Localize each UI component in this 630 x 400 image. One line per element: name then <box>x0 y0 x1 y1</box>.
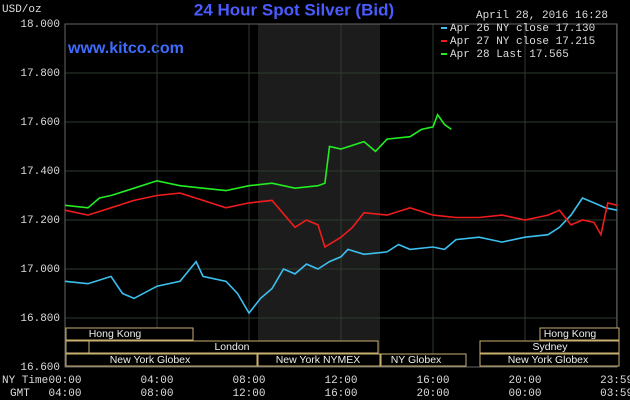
session-label: New York NYMEX <box>276 354 361 366</box>
y-tick-label: 16.800 <box>20 313 60 325</box>
x-axis-label: NY Time <box>2 375 48 387</box>
x2-tick-label: 20:00 <box>416 388 449 400</box>
timestamp: April 28, 2016 16:28 <box>476 10 608 22</box>
legend-label: Apr 28 Last 17.565 <box>450 49 569 61</box>
y-tick-label: 17.800 <box>20 68 60 80</box>
x2-tick-label: 03:59 <box>600 388 630 400</box>
session-box <box>257 353 381 367</box>
x2-tick-label: 00:00 <box>508 388 541 400</box>
y-tick-label: 18.000 <box>20 19 60 31</box>
session-label: London <box>214 341 249 353</box>
x2-tick-label: 04:00 <box>48 388 81 400</box>
y-tick-label: 17.000 <box>20 264 60 276</box>
session-box <box>479 353 620 367</box>
legend-label: Apr 27 NY close 17.215 <box>450 36 595 48</box>
sessions: Hong Kong Hong Kong London Sydney New Yo… <box>65 327 620 367</box>
x-tick-label: 00:00 <box>48 375 81 387</box>
session-box <box>65 353 258 367</box>
session-label: Hong Kong <box>89 328 142 340</box>
session-label: New York Globex <box>110 354 191 366</box>
y-tick-label: 16.600 <box>20 362 60 374</box>
session-box <box>65 340 90 354</box>
x2-tick-label: 16:00 <box>324 388 357 400</box>
session-box <box>88 340 379 354</box>
series-line <box>64 197 618 315</box>
watermark: www.kitco.com <box>67 40 184 57</box>
x-tick-label: 20:00 <box>508 375 541 387</box>
x-tick-label: 04:00 <box>140 375 173 387</box>
session-box <box>380 353 467 367</box>
session-label: Hong Kong <box>544 328 597 340</box>
x-tick-label: 23:59 <box>600 375 630 387</box>
y-tick-label: 17.400 <box>20 166 60 178</box>
session-label: New York Globex <box>508 354 589 366</box>
plot-border <box>64 23 618 368</box>
session-label: Sydney <box>532 341 568 353</box>
nymex-shade <box>258 24 380 367</box>
plot <box>64 23 618 368</box>
x2-axis-label: GMT <box>10 388 30 400</box>
series-line <box>64 113 452 209</box>
session-box <box>539 327 620 341</box>
y-unit: USD/oz <box>2 4 42 16</box>
chart-title: 24 Hour Spot Silver (Bid) <box>194 0 394 19</box>
y-tick-label: 17.600 <box>20 117 60 129</box>
session-box <box>479 340 620 354</box>
x-tick-label: 16:00 <box>416 375 449 387</box>
session-box <box>65 327 194 341</box>
session-label: NY Globex <box>391 354 442 366</box>
x-tick-label: 08:00 <box>232 375 265 387</box>
y-tick-label: 17.200 <box>20 215 60 227</box>
x2-tick-label: 12:00 <box>232 388 265 400</box>
x-tick-label: 12:00 <box>324 375 357 387</box>
legend-label: Apr 26 NY close 17.130 <box>450 23 595 35</box>
series-line <box>64 192 618 249</box>
x2-tick-label: 08:00 <box>140 388 173 400</box>
